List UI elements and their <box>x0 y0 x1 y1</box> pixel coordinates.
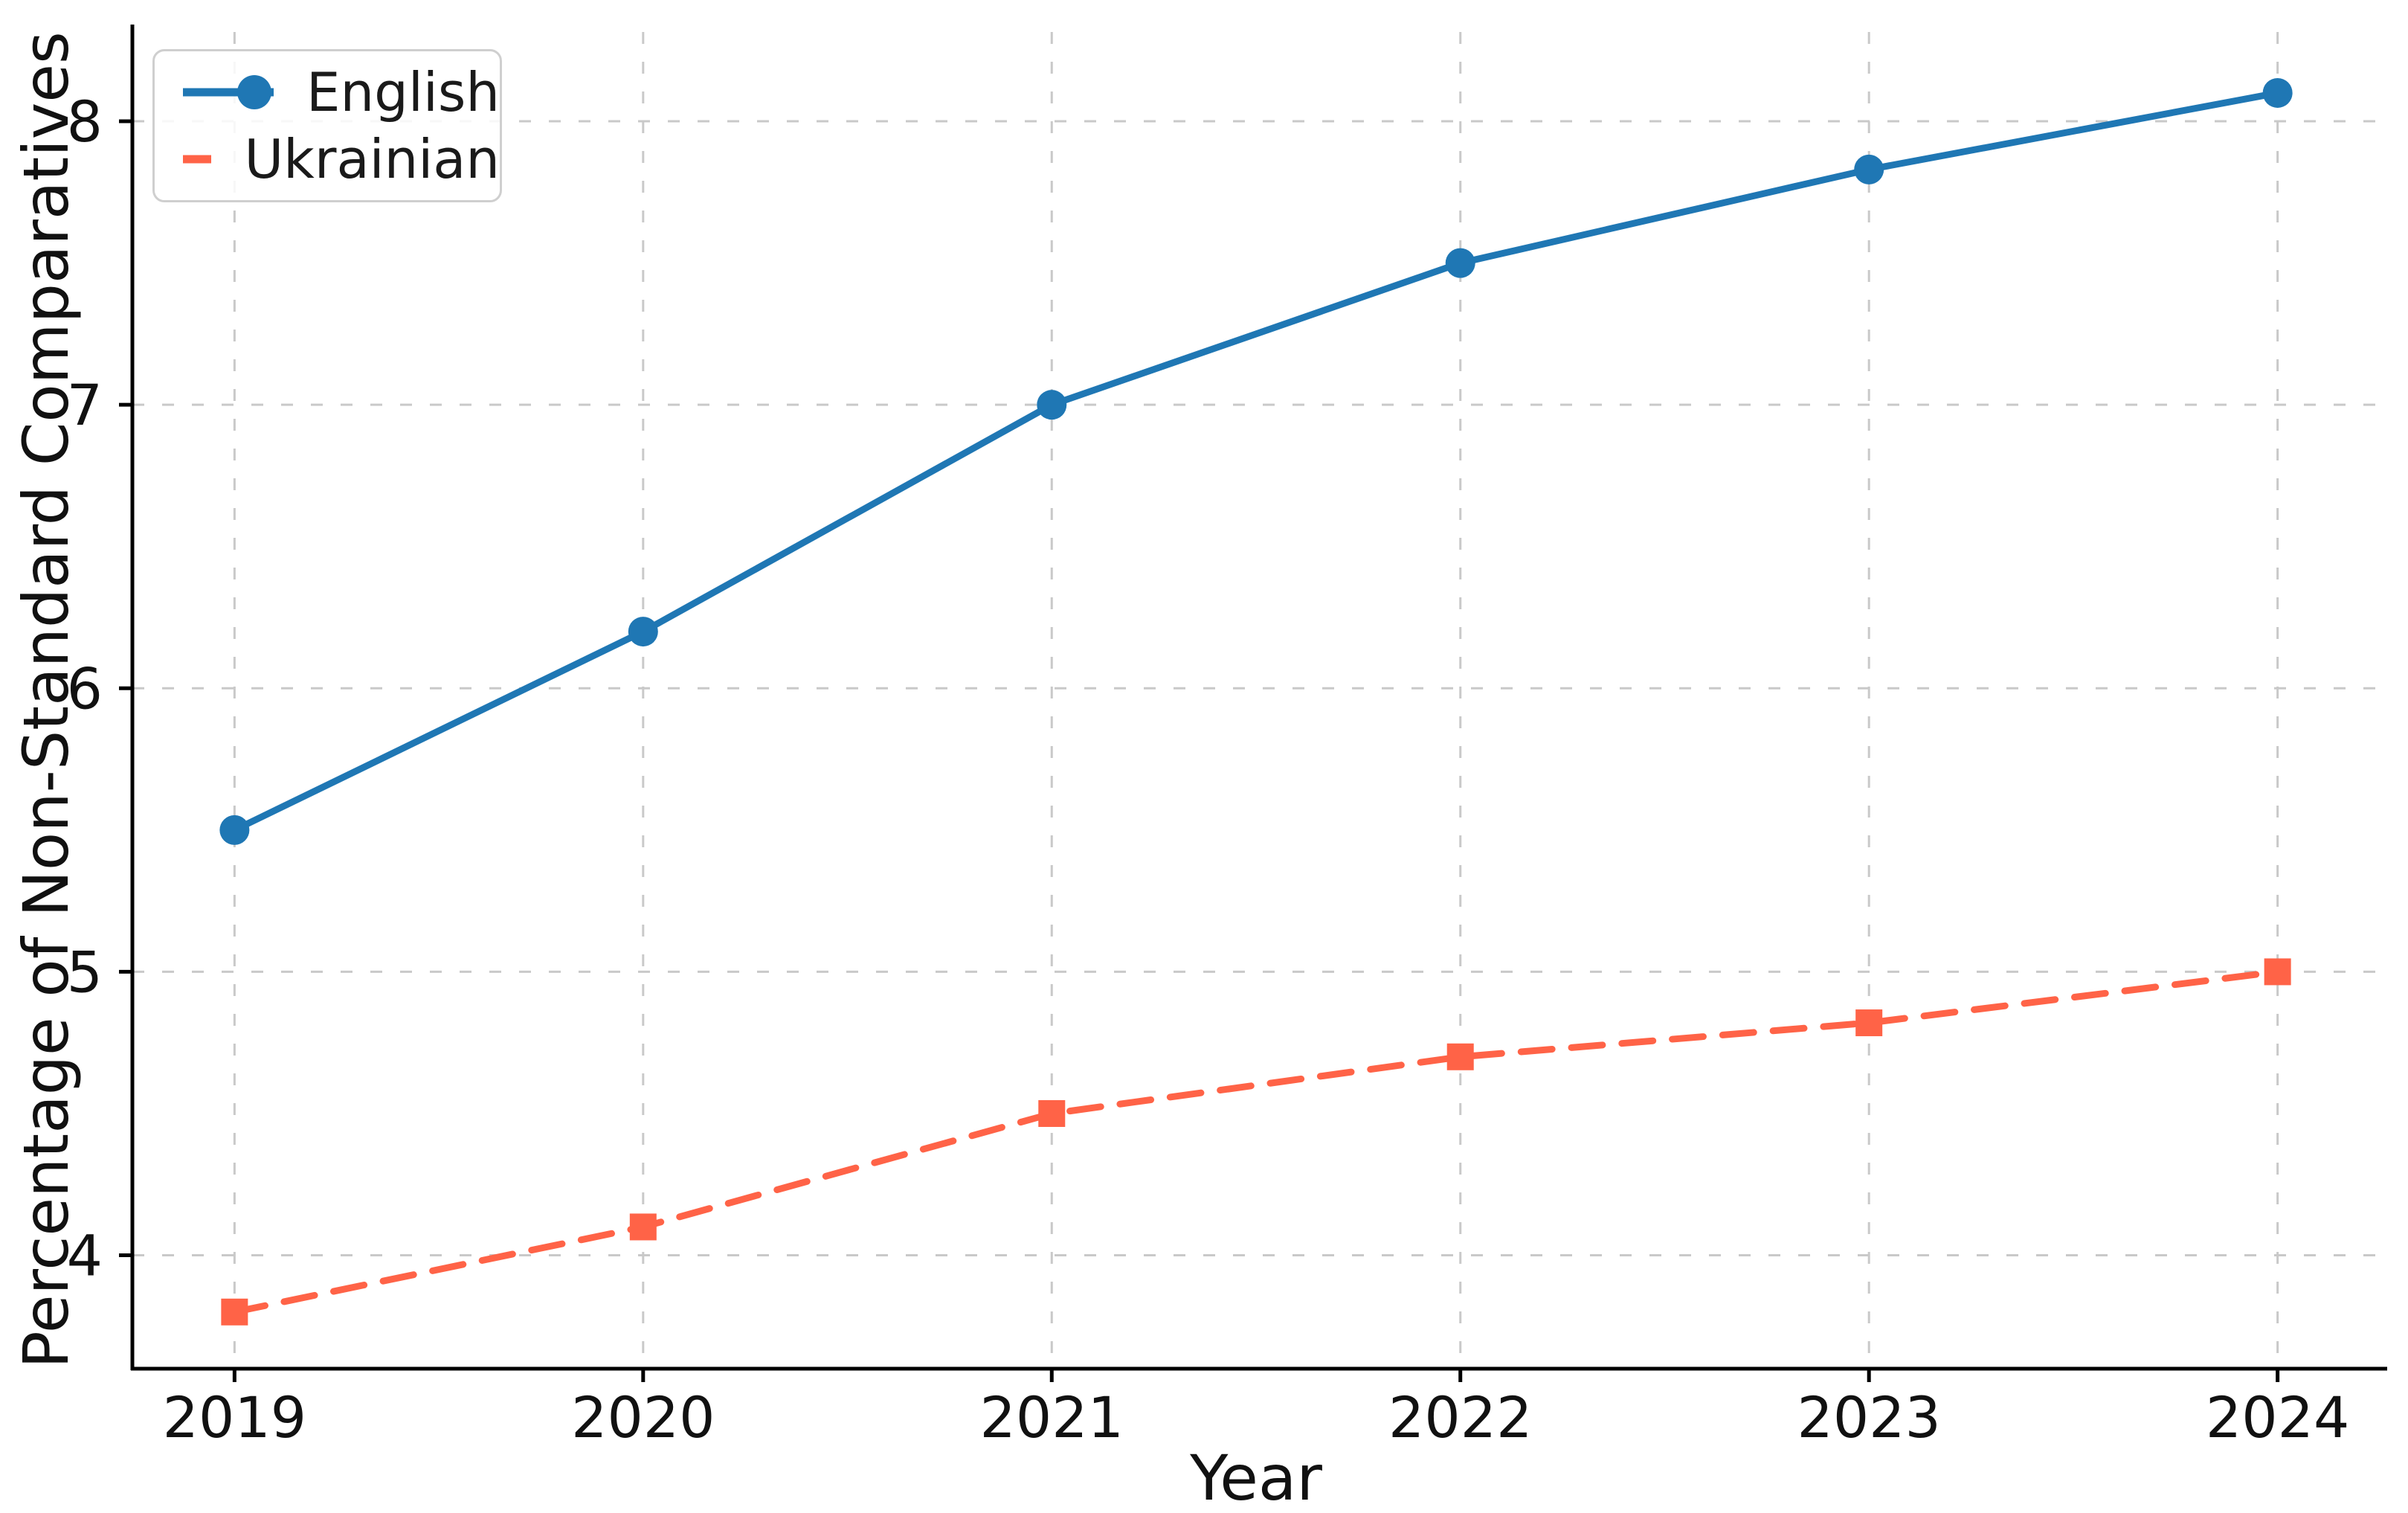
data-point-marker-ukrainian <box>1855 1009 1883 1037</box>
data-point-marker-english <box>1854 154 1884 184</box>
y-tick-label: 6 <box>67 655 103 722</box>
data-point-marker-ukrainian <box>2264 958 2291 986</box>
legend-label-ukrainian: Ukrainian <box>244 128 500 191</box>
data-point-marker-ukrainian <box>221 1298 248 1326</box>
y-tick-label: 5 <box>67 939 103 1005</box>
data-point-marker-ukrainian <box>1446 1043 1474 1070</box>
y-tick-label: 7 <box>67 372 103 438</box>
legend: English Ukrainian <box>152 49 502 202</box>
x-tick-label: 2022 <box>1388 1384 1532 1451</box>
data-point-marker-english <box>1445 248 1475 278</box>
x-tick-label: 2020 <box>571 1384 715 1451</box>
data-point-marker-ukrainian <box>629 1213 657 1241</box>
y-tick-label: 8 <box>67 89 103 155</box>
series-line-ukrainian <box>231 968 2282 1316</box>
ukrainian-line-swatch-icon <box>183 155 212 164</box>
data-point-marker-english <box>1037 390 1067 420</box>
x-tick-label: 2023 <box>1797 1384 1940 1451</box>
x-axis-label: Year <box>1190 1442 1322 1513</box>
data-point-marker-english <box>628 617 658 647</box>
y-axis-label: Percentage of Non-Standard Comparatives <box>10 31 83 1369</box>
data-point-marker-english <box>2262 77 2293 108</box>
x-tick-label: 2019 <box>163 1384 306 1451</box>
series-line-english <box>231 89 2282 834</box>
x-tick-label: 2024 <box>2206 1384 2349 1451</box>
legend-item-english: English <box>180 65 500 119</box>
y-tick-label: 4 <box>67 1223 103 1289</box>
data-point-marker-english <box>219 815 250 845</box>
legend-label-english: English <box>306 60 500 123</box>
data-point-marker-ukrainian <box>1038 1099 1066 1127</box>
x-tick-label: 2021 <box>980 1384 1124 1451</box>
english-line-swatch-icon <box>183 74 274 109</box>
legend-item-ukrainian: Ukrainian <box>180 132 500 186</box>
